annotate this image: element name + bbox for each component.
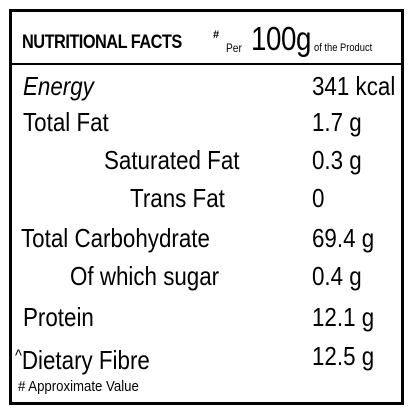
- nutrient-label: Total Fat: [23, 107, 109, 137]
- nutrient-label: Of which sugar: [70, 261, 220, 291]
- serving-suffix: of the Product: [314, 42, 373, 54]
- nutrient-label: Trans Fat: [130, 183, 225, 213]
- approx-mark: #: [213, 29, 220, 41]
- nutrition-facts-panel: NUTRITIONAL FACTS # Per 100g of the Prod…: [9, 9, 404, 405]
- nutrition-title: NUTRITIONAL FACTS: [22, 32, 182, 53]
- nutrient-value: 341 kcal: [312, 71, 396, 101]
- nutrient-value: 0.4 g: [312, 261, 362, 291]
- nutrient-value: 12.5 g: [312, 341, 375, 371]
- nutrient-label: Dietary Fibre: [21, 345, 150, 375]
- nutrient-row-total-fat: Total Fat 1.7 g: [12, 104, 401, 140]
- nutrient-label: Saturated Fat: [104, 145, 240, 175]
- nutrient-row-saturated-fat: Saturated Fat 0.3 g: [12, 142, 401, 178]
- nutrient-row-energy: Energy 341 kcal: [12, 68, 401, 104]
- nutrient-label-group: ^Dietary Fibre: [15, 338, 150, 378]
- nutrient-row-protein: Protein 12.1 g: [12, 299, 401, 335]
- caret-mark: ^: [15, 346, 22, 365]
- nutrient-label: Total Carbohydrate: [21, 223, 210, 253]
- nutrient-row-total-carbohydrate: Total Carbohydrate 69.4 g: [12, 220, 401, 256]
- nutrition-header: NUTRITIONAL FACTS # Per 100g of the Prod…: [12, 12, 401, 65]
- footnote: # Approximate Value: [18, 378, 139, 395]
- nutrient-label: Energy: [23, 71, 94, 101]
- per-label: Per: [226, 41, 242, 55]
- nutrient-value: 12.1 g: [312, 302, 375, 332]
- nutrient-value: 0.3 g: [312, 145, 362, 175]
- nutrient-value: 69.4 g: [312, 223, 375, 253]
- nutrient-row-trans-fat: Trans Fat 0: [12, 180, 401, 216]
- nutrient-row-sugar: Of which sugar 0.4 g: [12, 258, 401, 294]
- nutrient-label: Protein: [23, 302, 94, 332]
- nutrient-value: 1.7 g: [312, 107, 362, 137]
- nutrient-value: 0: [312, 183, 325, 213]
- serving-amount: 100g: [251, 20, 311, 57]
- nutrient-row-dietary-fibre: ^Dietary Fibre 12.5 g: [12, 338, 401, 375]
